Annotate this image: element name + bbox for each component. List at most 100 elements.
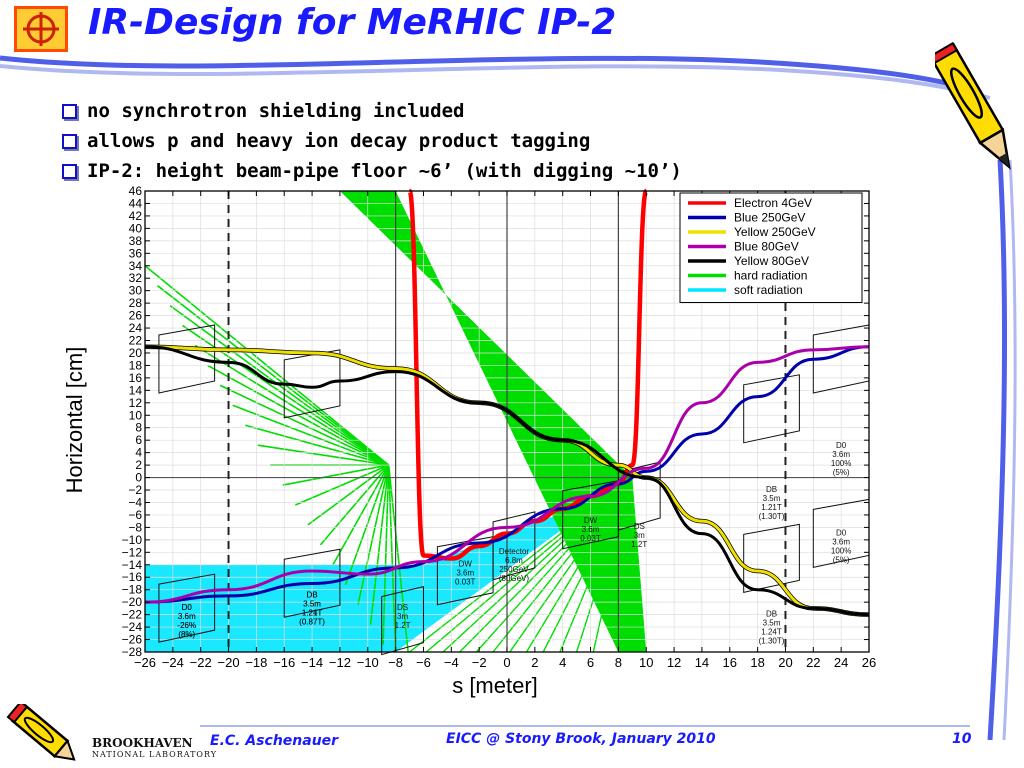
magnet-label: DB — [766, 485, 777, 494]
x-axis-label: s [meter] — [452, 673, 538, 698]
magnet-outline — [743, 523, 800, 593]
institution-subtitle: NATIONAL LABORATORY — [92, 750, 218, 759]
y-tick-label: 34 — [129, 259, 143, 273]
bullet-text: allows p and heavy ion decay product tag… — [87, 130, 591, 152]
y-tick-label: −10 — [122, 533, 143, 547]
magnet-outline — [158, 324, 216, 394]
magnet-label: 3.5m — [303, 600, 321, 609]
y-tick-label: 4 — [135, 446, 142, 460]
magnet-outline — [617, 461, 661, 531]
magnet-outline — [743, 374, 800, 444]
magnet-label: Detector — [499, 547, 530, 556]
series-line — [144, 345, 870, 604]
magnet-label: DB — [766, 609, 777, 618]
y-tick-label: 18 — [129, 358, 143, 372]
magnet-label: 3.5m — [303, 600, 321, 609]
y-tick-label: 44 — [129, 196, 143, 210]
pencil-footer-icon — [6, 704, 76, 761]
y-tick-label: 32 — [129, 271, 143, 285]
pencil-icon — [935, 41, 1011, 170]
magnet-label: 1.21T — [761, 503, 782, 512]
y-tick-label: −14 — [122, 558, 143, 572]
y-tick-label: −4 — [128, 495, 142, 509]
magnet-label: 3.6m — [456, 569, 474, 578]
hard-radiation-ray — [282, 464, 389, 486]
magnet-label: 1.24T — [302, 609, 323, 618]
magnet-label: 0.03T — [455, 578, 476, 587]
hard-radiation-ray — [387, 465, 409, 653]
magnet-label: (8%) — [178, 630, 195, 639]
right-border-swoosh — [987, 159, 1017, 740]
magnet-label: D0 — [182, 603, 193, 612]
y-tick-label: 42 — [129, 209, 143, 223]
checkbox-bullet-icon — [62, 133, 77, 149]
magnet-label: (80GeV) — [499, 574, 530, 583]
magnet-label: 3.6m — [178, 612, 196, 621]
magnet-label: 1.2T — [395, 621, 411, 630]
y-tick-label: −12 — [122, 545, 143, 559]
y-tick-label: −6 — [128, 508, 142, 522]
y-tick-label: −22 — [122, 608, 143, 622]
magnet-label: D0 — [182, 603, 193, 612]
bullet-text: IP-2: height beam-pipe floor ~6’ (with d… — [87, 160, 682, 182]
x-tick-label: −18 — [245, 655, 267, 670]
beam-trajectory-chart: D03.6m-26%(8%)DB3.5m1.24T(0.87T)DB3.5m1.… — [60, 185, 890, 700]
x-tick-label: −8 — [388, 655, 403, 670]
x-tick-label: 20 — [778, 655, 792, 670]
y-tick-label: 16 — [129, 371, 143, 385]
magnet-label: (5%) — [833, 468, 850, 477]
bullet-item: allows p and heavy ion decay product tag… — [62, 126, 682, 156]
bullet-list: no synchrotron shielding included allows… — [62, 96, 682, 186]
magnet-label: -26% — [177, 621, 196, 630]
magnet-label: DB — [307, 591, 318, 600]
magnet-label: 3.5m — [763, 494, 781, 503]
x-tick-label: −6 — [416, 655, 431, 670]
magnet-label: (8%) — [178, 630, 195, 639]
magnet-label: -26% — [177, 621, 196, 630]
y-tick-label: 10 — [129, 408, 143, 422]
magnet-label: 1.21T — [302, 609, 323, 618]
x-tick-label: 2 — [531, 655, 538, 670]
x-tick-label: 16 — [723, 655, 737, 670]
legend-label: Blue 250GeV — [734, 211, 805, 225]
checkbox-bullet-icon — [62, 103, 77, 119]
magnet-label: DB — [307, 591, 318, 600]
magnet-label: 100% — [831, 459, 851, 468]
y-tick-label: −24 — [122, 620, 143, 634]
series-line — [144, 345, 870, 617]
magnet-label: (0.87T) — [299, 618, 325, 627]
magnet-label: 3.6m — [582, 525, 600, 534]
magnet-label: DS — [397, 603, 408, 612]
magnet-label: (1.30T) — [759, 512, 785, 521]
x-tick-label: 12 — [667, 655, 681, 670]
header-swoosh-decoration — [0, 55, 991, 100]
x-tick-label: 22 — [806, 655, 820, 670]
checkbox-bullet-icon — [62, 163, 77, 179]
y-tick-label: −8 — [128, 520, 142, 534]
y-tick-label: 8 — [135, 421, 142, 435]
institution-name: BROOKHAVEN — [92, 736, 193, 750]
x-tick-label: 24 — [834, 655, 848, 670]
magnet-label: 3.5m — [763, 618, 781, 627]
hard-radiation-ray — [387, 465, 397, 653]
x-tick-label: −14 — [301, 655, 323, 670]
magnet-label: 3.6m — [832, 450, 850, 459]
hard-radiation-ray — [369, 465, 390, 625]
legend-label: soft radiation — [734, 283, 803, 297]
x-tick-label: 0 — [503, 655, 510, 670]
legend-label: Blue 80GeV — [734, 240, 799, 254]
x-tick-label: 10 — [639, 655, 653, 670]
x-tick-label: −16 — [273, 655, 295, 670]
y-tick-label: 46 — [129, 185, 143, 198]
magnet-label: DW — [459, 560, 473, 569]
magnet-label: 100% — [831, 546, 851, 555]
y-tick-label: −2 — [128, 483, 142, 497]
magnet-label: (5%) — [833, 555, 850, 564]
x-tick-label: −10 — [357, 655, 379, 670]
x-tick-label: 14 — [695, 655, 709, 670]
hard-radiation-ray — [319, 464, 390, 546]
legend-label: Yellow 80GeV — [734, 254, 809, 268]
magnet-label: DS — [634, 522, 645, 531]
magnet-label: D0 — [836, 441, 847, 450]
